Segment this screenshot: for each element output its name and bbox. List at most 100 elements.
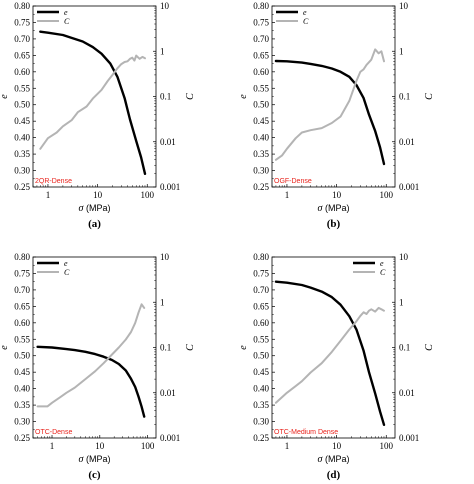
- x-tick-label: 100: [141, 441, 155, 451]
- series-line-e: [36, 345, 146, 418]
- left-axis-title: e: [238, 94, 249, 99]
- left-tick-label: 0.45: [253, 367, 269, 377]
- x-axis-title-symbol: σ: [318, 454, 324, 465]
- left-tick-label: 0.65: [253, 50, 269, 60]
- x-tick-label: 1: [285, 441, 290, 451]
- chart-panel-1: 0.25 0.30 0.35 0.40 0.45 0.50 0.55 0.60 0.65 0.70…: [0, 1, 196, 230]
- right-tick-label: 0.1: [399, 92, 410, 102]
- right-tick-label: 1: [160, 46, 165, 56]
- right-tick-label: 0.01: [399, 137, 415, 147]
- right-tick-label: 10: [160, 1, 170, 11]
- right-tick-label: 0.1: [160, 92, 171, 102]
- legend-label-e: e: [380, 259, 384, 268]
- right-tick-label: 0.001: [399, 182, 419, 192]
- left-tick-label: 0.60: [14, 67, 30, 77]
- right-tick-label: 1: [160, 297, 165, 307]
- x-tick-label: 100: [141, 190, 155, 200]
- chart-panel-2: 0.25 0.30 0.35 0.40 0.45 0.50 0.55 0.60 0.65 0.70…: [238, 1, 435, 230]
- x-axis-title: σ (MPa): [79, 203, 111, 214]
- right-axis-title: C: [185, 93, 196, 100]
- x-tick-label: 100: [380, 190, 394, 200]
- left-tick-label: 0.35: [253, 149, 269, 159]
- left-tick-label: 0.30: [253, 417, 269, 427]
- x-axis-title-symbol: σ: [79, 454, 85, 465]
- left-tick-label: 0.60: [253, 67, 269, 77]
- left-tick-label: 0.75: [253, 17, 269, 27]
- right-tick-label: 10: [399, 252, 409, 262]
- left-tick-label: 0.55: [14, 83, 30, 93]
- x-tick-label: 10: [332, 441, 342, 451]
- legend-label-c: C: [380, 268, 386, 277]
- left-tick-label: 0.60: [14, 318, 30, 328]
- x-axis-title: σ (MPa): [79, 454, 111, 465]
- left-tick-label: 0.80: [253, 252, 269, 262]
- right-tick-label: 0.1: [160, 343, 171, 353]
- left-tick-label: 0.60: [253, 318, 269, 328]
- series-line-c: [39, 54, 146, 150]
- chart-panel-3: 0.25 0.30 0.35 0.40 0.45 0.50 0.55 0.60 0.65 0.70…: [0, 252, 196, 481]
- left-tick-label: 0.70: [14, 34, 30, 44]
- left-tick-label: 0.75: [253, 268, 269, 278]
- right-tick-label: 0.001: [160, 433, 180, 443]
- x-axis-title-symbol: σ: [79, 203, 85, 214]
- x-tick-label: 1: [50, 441, 55, 451]
- left-tick-label: 0.25: [14, 182, 30, 192]
- left-tick-label: 0.70: [253, 285, 269, 295]
- x-axis-title-unit: (MPa): [322, 203, 349, 213]
- series-line-e: [274, 59, 386, 166]
- right-tick-label: 1: [399, 297, 404, 307]
- left-tick-label: 0.35: [14, 149, 30, 159]
- x-axis-title-unit: (MPa): [83, 203, 110, 213]
- left-tick-label: 0.65: [14, 50, 30, 60]
- series-line-c: [36, 303, 146, 408]
- left-tick-label: 0.45: [14, 367, 30, 377]
- x-axis-title: σ (MPa): [318, 454, 350, 465]
- left-tick-label: 0.50: [14, 351, 30, 361]
- legend-label-e: e: [64, 259, 68, 268]
- left-tick-label: 0.40: [14, 133, 30, 143]
- legend-label-c: C: [64, 268, 70, 277]
- sample-label: OGF-Dense: [274, 178, 312, 185]
- left-tick-label: 0.65: [253, 301, 269, 311]
- left-tick-label: 0.50: [14, 100, 30, 110]
- left-tick-label: 0.40: [253, 384, 269, 394]
- panel-label: (b): [327, 218, 341, 230]
- right-tick-label: 0.001: [160, 182, 180, 192]
- left-tick-label: 0.45: [253, 116, 269, 126]
- x-tick-label: 1: [285, 190, 290, 200]
- right-tick-label: 10: [160, 252, 170, 262]
- right-tick-label: 10: [399, 1, 409, 11]
- left-tick-label: 0.35: [253, 400, 269, 410]
- right-tick-label: 0.1: [399, 343, 410, 353]
- left-tick-label: 0.55: [253, 83, 269, 93]
- x-axis-title-symbol: σ: [318, 203, 324, 214]
- x-tick-label: 1: [46, 190, 51, 200]
- series-line-e: [274, 280, 386, 426]
- left-tick-label: 0.25: [14, 433, 30, 443]
- series-line-c: [274, 306, 385, 404]
- legend-label-e: e: [303, 8, 307, 17]
- right-tick-label: 1: [399, 46, 404, 56]
- left-tick-label: 0.80: [14, 1, 30, 11]
- right-tick-label: 0.01: [160, 137, 176, 147]
- left-tick-label: 0.25: [253, 182, 269, 192]
- left-tick-label: 0.55: [14, 334, 30, 344]
- series-line-c: [274, 48, 385, 161]
- series-line-e: [39, 30, 147, 176]
- left-tick-label: 0.70: [253, 34, 269, 44]
- panel-label: (d): [327, 469, 341, 481]
- right-axis-title: C: [185, 344, 196, 351]
- panel-label: (c): [88, 469, 101, 481]
- left-tick-label: 0.80: [14, 252, 30, 262]
- left-tick-label: 0.65: [14, 301, 30, 311]
- left-tick-label: 0.30: [14, 166, 30, 176]
- right-axis-title: C: [424, 93, 435, 100]
- left-tick-label: 0.30: [14, 417, 30, 427]
- legend-label-c: C: [64, 17, 70, 26]
- left-tick-label: 0.50: [253, 100, 269, 110]
- right-tick-label: 0.001: [399, 433, 419, 443]
- left-tick-label: 0.45: [14, 116, 30, 126]
- left-tick-label: 0.55: [253, 334, 269, 344]
- chart-panel-4: 0.25 0.30 0.35 0.40 0.45 0.50 0.55 0.60 0.65 0.70…: [238, 252, 435, 481]
- x-tick-label: 10: [93, 190, 103, 200]
